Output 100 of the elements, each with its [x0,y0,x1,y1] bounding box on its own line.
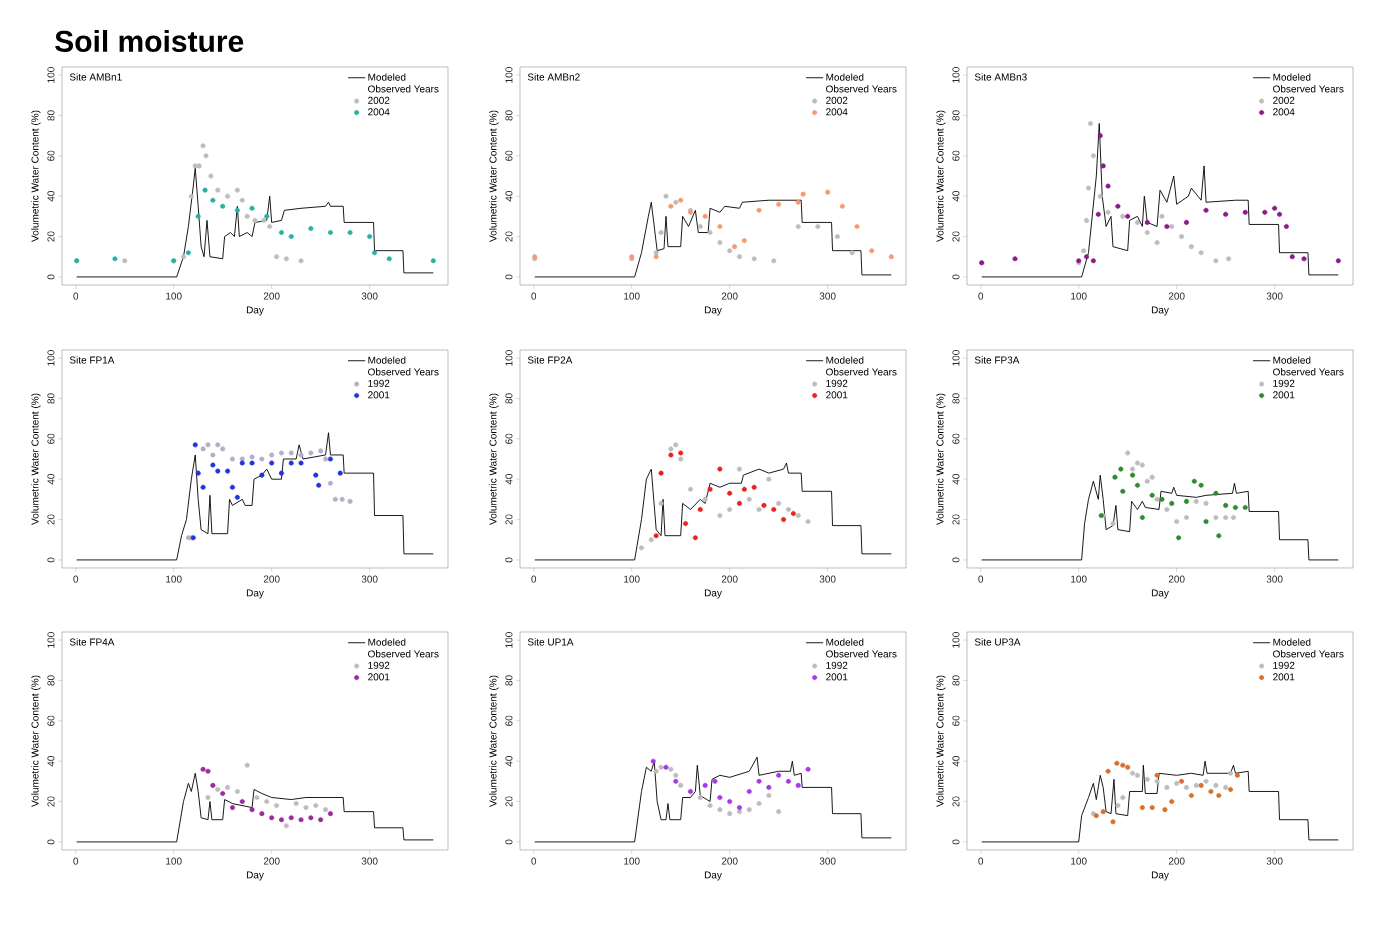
y-tick-label: 80 [952,675,960,686]
y-axis-title: Volumetric Water Content (%) [31,675,41,807]
y-axis-title: Volumetric Water Content (%) [489,393,499,525]
y-tick-label: 100 [47,67,55,83]
x-tick-label: 0 [531,575,537,583]
legend-label: 2002 [826,96,848,104]
y-tick-label: 40 [952,756,960,767]
y-tick-label: 0 [47,274,55,280]
chart-title: Site AMBn2 [527,73,580,81]
x-tick-label: 300 [1266,292,1283,300]
legend-label: Modeled [826,638,864,646]
y-tick-label: 60 [47,150,55,161]
y-tick-label: 60 [505,433,513,444]
x-axis-title: Day [704,306,722,316]
legend-title: Observed Years [1273,85,1344,93]
x-tick-label: 0 [531,292,537,300]
legend-label: 2001 [368,391,390,399]
legend-label: 2001 [826,391,848,399]
legend-label: 2004 [368,108,390,116]
legend-label: 2001 [1273,673,1295,681]
y-tick-label: 100 [505,632,513,648]
x-axis-title: Day [246,871,264,881]
legend-label: 1992 [1273,379,1295,387]
legend-title: Observed Years [826,650,897,658]
x-tick-label: 200 [721,575,738,583]
x-tick-label: 100 [624,857,640,865]
text: Soil moisture [55,29,244,53]
y-tick-label: 40 [505,474,513,485]
x-tick-label: 300 [361,575,378,583]
y-axis-title: Volumetric Water Content (%) [31,110,41,242]
x-tick-label: 200 [263,292,280,300]
legend-label: Modeled [368,638,406,646]
legend-label: 2001 [1273,391,1295,399]
y-tick-label: 100 [505,67,513,83]
x-tick-label: 100 [624,292,640,300]
x-axis-title: Day [1151,306,1169,316]
y-tick-label: 40 [47,191,55,202]
y-tick-label: 0 [505,839,513,845]
y-tick-label: 100 [952,350,960,366]
y-tick-label: 80 [952,393,960,404]
legend-label: 1992 [826,661,848,669]
x-tick-label: 100 [166,575,182,583]
x-axis-title: Day [1151,589,1169,599]
y-tick-label: 0 [952,839,960,845]
x-tick-label: 0 [531,857,537,865]
x-tick-label: 300 [361,857,378,865]
y-tick-label: 20 [952,514,960,525]
x-tick-label: 200 [1168,857,1185,865]
y-tick-label: 80 [47,393,55,404]
x-tick-label: 0 [73,292,79,300]
chart-title: Site FP4A [69,638,115,646]
chart-title: Site UP3A [974,638,1021,646]
y-tick-label: 20 [47,514,55,525]
y-tick-label: 80 [952,110,960,121]
x-tick-label: 300 [819,292,836,300]
x-tick-label: 200 [263,575,280,583]
chart-title: Site AMBn1 [69,73,122,81]
y-tick-label: 20 [47,796,55,807]
legend-label: 1992 [826,379,848,387]
y-tick-label: 40 [952,474,960,485]
x-tick-label: 300 [819,575,836,583]
y-tick-label: 80 [505,393,513,404]
legend-label: Modeled [368,73,406,81]
chart-title: Site FP2A [527,356,573,364]
legend-label: Modeled [1273,356,1311,364]
legend-label: 2002 [1273,96,1295,104]
y-tick-label: 0 [952,557,960,563]
x-tick-label: 300 [1266,575,1283,583]
y-tick-label: 20 [952,231,960,242]
legend-title: Observed Years [1273,368,1344,376]
y-tick-label: 60 [505,150,513,161]
legend-title: Observed Years [368,85,439,93]
x-axis-title: Day [246,589,264,599]
chart-title: Site FP3A [974,356,1020,364]
y-tick-label: 60 [47,715,55,726]
legend-title: Observed Years [826,368,897,376]
x-tick-label: 0 [978,292,984,300]
y-tick-label: 60 [505,715,513,726]
chart-title: Site FP1A [69,356,115,364]
y-axis-title: Volumetric Water Content (%) [936,110,946,242]
y-tick-label: 20 [47,231,55,242]
legend-label: Modeled [826,73,864,81]
x-tick-label: 100 [166,292,182,300]
legend-label: Modeled [1273,73,1311,81]
legend-title: Observed Years [368,650,439,658]
legend-label: 2001 [826,673,848,681]
x-tick-label: 100 [624,575,640,583]
y-axis-title: Volumetric Water Content (%) [936,675,946,807]
chart-title: Site AMBn3 [974,73,1027,81]
x-tick-label: 200 [721,857,738,865]
y-tick-label: 60 [47,433,55,444]
x-tick-label: 0 [978,575,984,583]
y-tick-label: 40 [952,191,960,202]
x-tick-label: 0 [73,857,79,865]
y-tick-label: 60 [952,715,960,726]
legend-label: 2002 [368,96,390,104]
y-tick-label: 80 [47,675,55,686]
y-tick-label: 0 [47,557,55,563]
y-tick-label: 40 [47,756,55,767]
legend-label: Modeled [826,356,864,364]
